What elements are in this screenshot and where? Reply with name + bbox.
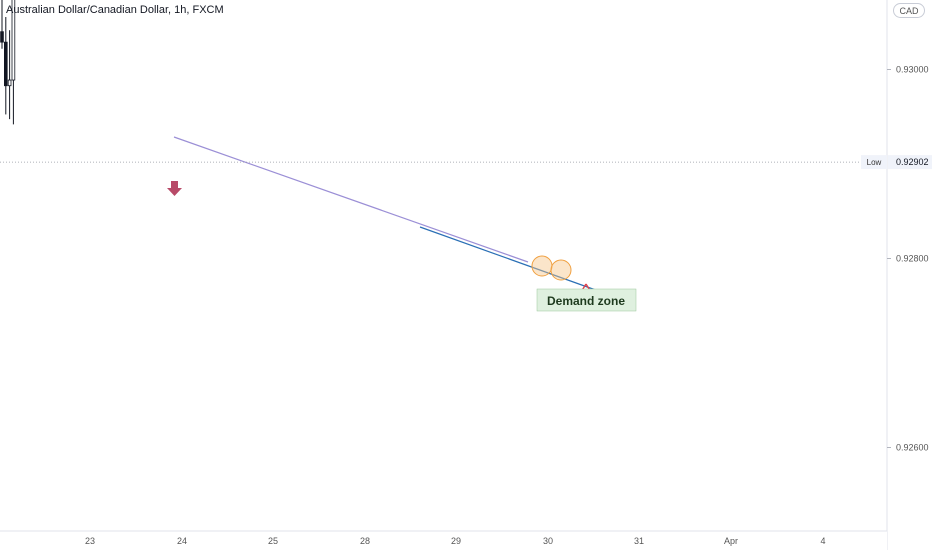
candle-body [7,79,12,87]
demand-zone-text: Demand zone [547,294,625,308]
currency-button[interactable]: CAD [893,3,925,18]
x-tick-label: 29 [451,536,461,546]
candle-body [11,0,16,81]
x-tick-label: Apr [724,536,738,546]
down-arrow-icon [167,181,182,196]
lower-trendline [419,226,605,294]
x-tick-label: 25 [268,536,278,546]
low-tag-bg [861,155,887,170]
down-arrow-shape [167,181,182,196]
x-tick-label: 31 [634,536,644,546]
price-axis[interactable] [887,0,932,550]
price-axis-ticks [887,69,891,448]
x-tick-label: 30 [543,536,553,546]
x-tick-label: 23 [85,536,95,546]
highlight-circle [550,259,572,281]
low-price-label-bg [888,155,932,170]
x-tick-label: 24 [177,536,187,546]
time-axis-labels: 23 24 25 28 29 30 31 Apr 4 [85,536,826,546]
highlight-circle [531,255,553,277]
demand-zone-label: Demand zone [536,288,637,312]
low-tag: Low [867,158,882,167]
y-tick-label: 0.92600 [896,443,929,453]
time-axis[interactable] [0,531,887,550]
x-tick-label: 28 [360,536,370,546]
y-tick-label: 0.93000 [896,65,929,75]
highlight-circles [531,255,572,281]
chart-title: Australian Dollar/Canadian Dollar, 1h, F… [6,4,224,16]
x-tick-label: 4 [820,536,825,546]
y-tick-label: 0.92800 [896,254,929,264]
candle-body [0,31,4,43]
candle-body [4,41,8,87]
low-price-label: 0.92902 [896,157,929,167]
price-axis-labels: 0.950000.946000.942000.940000.934000.932… [861,65,932,453]
upper-trendline [173,136,529,263]
candles-layer [0,0,16,125]
